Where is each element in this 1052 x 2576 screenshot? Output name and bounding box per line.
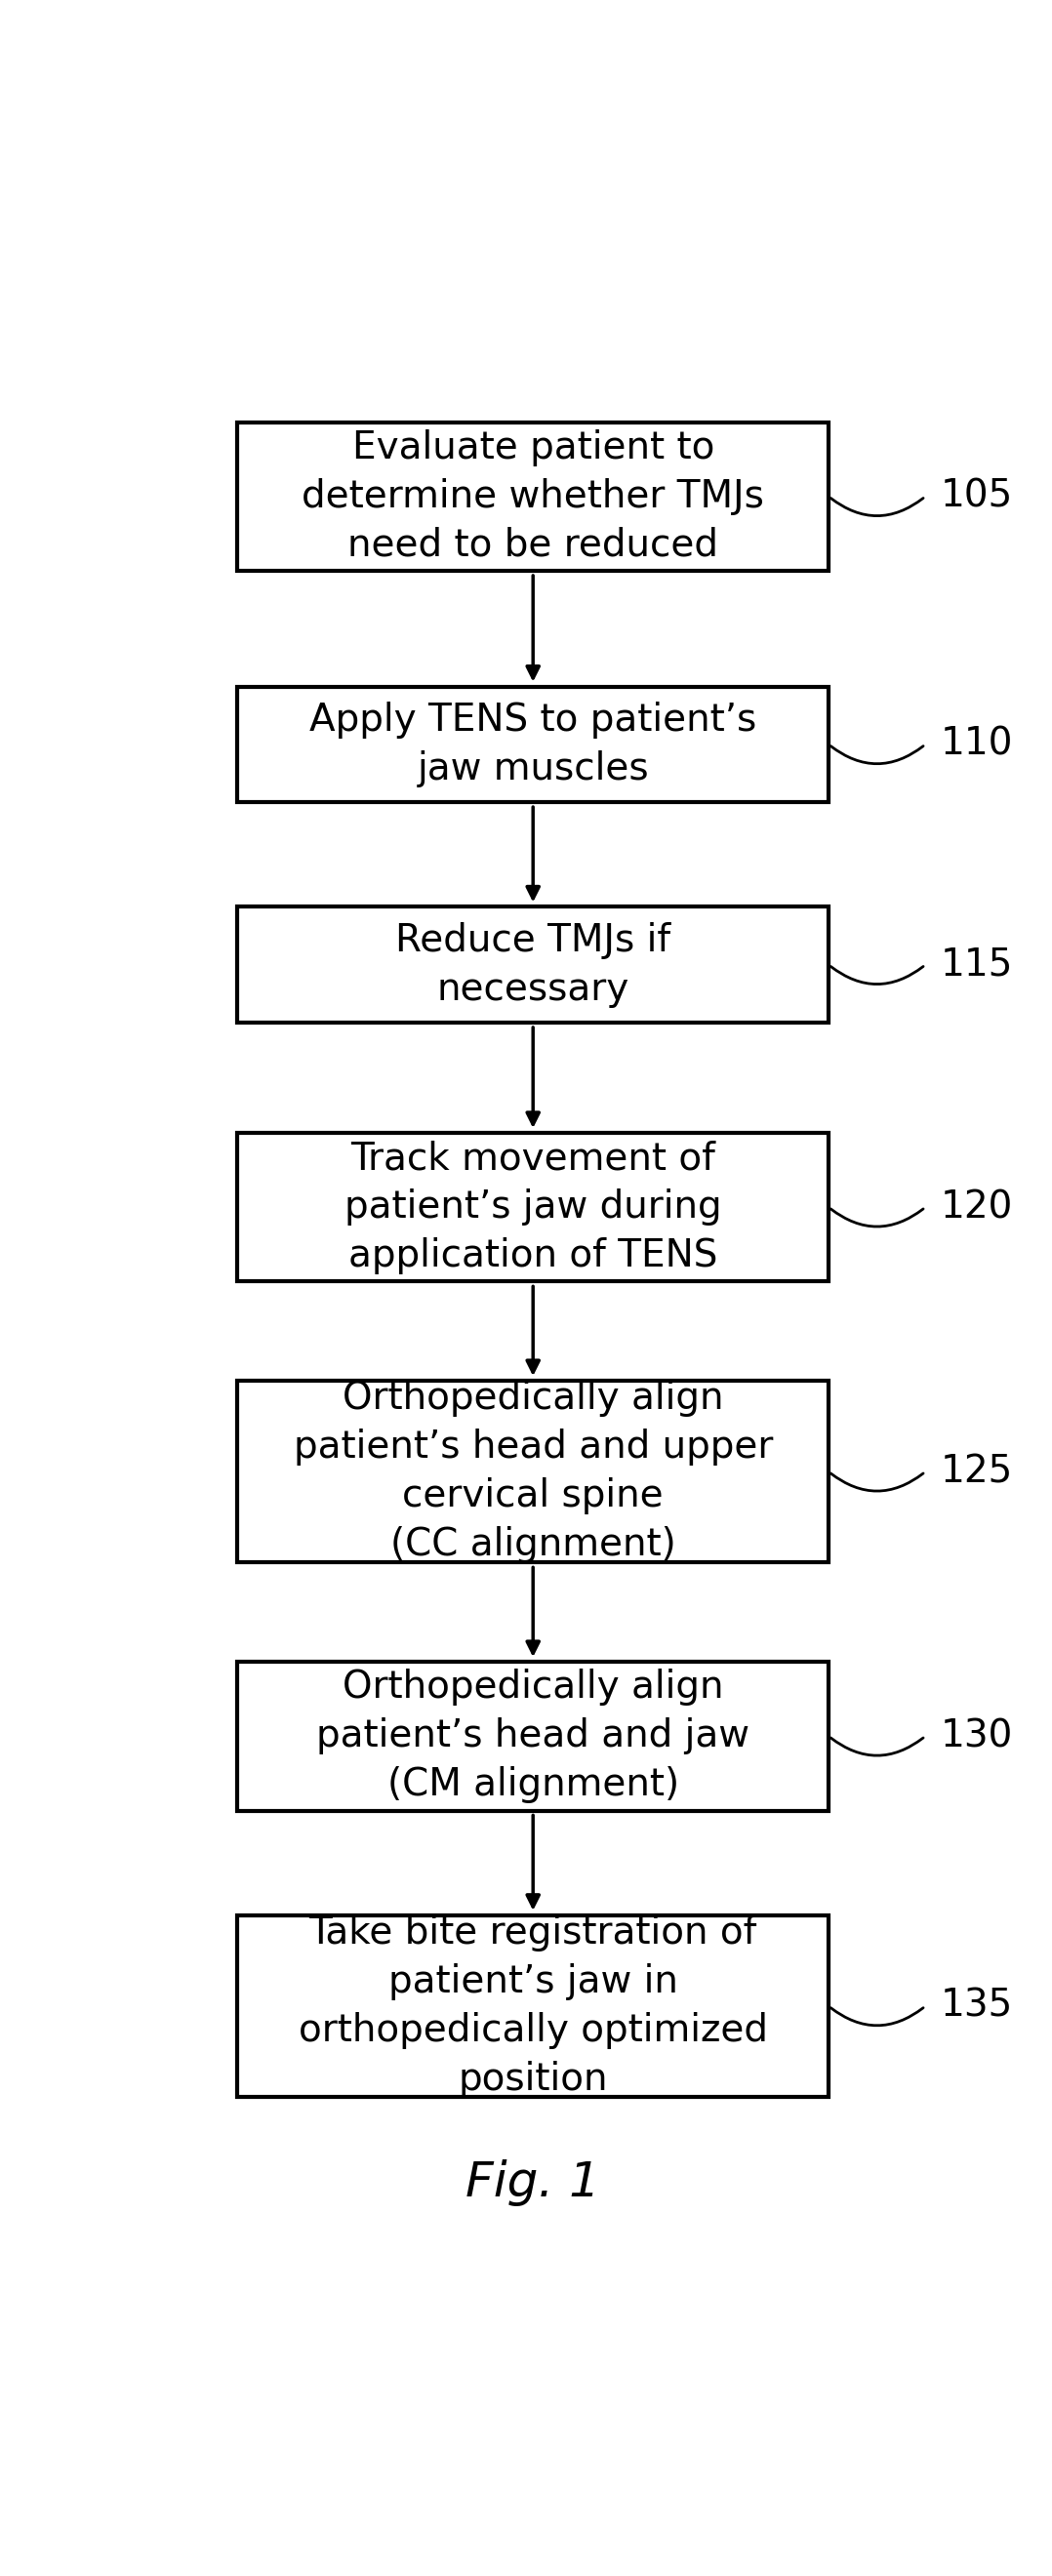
Text: 125: 125 — [940, 1453, 1013, 1492]
Text: Fig. 1: Fig. 1 — [466, 2159, 601, 2205]
Text: Apply TENS to patient’s
jaw muscles: Apply TENS to patient’s jaw muscles — [309, 701, 756, 788]
Text: 130: 130 — [940, 1718, 1013, 1754]
Bar — [238, 422, 829, 572]
Text: Orthopedically align
patient’s head and jaw
(CM alignment): Orthopedically align patient’s head and … — [317, 1669, 750, 1803]
Text: Evaluate patient to
determine whether TMJs
need to be reduced: Evaluate patient to determine whether TM… — [302, 430, 764, 564]
Text: 105: 105 — [940, 479, 1013, 515]
Bar — [238, 1662, 829, 1811]
Text: 135: 135 — [940, 1989, 1013, 2025]
Bar — [238, 1381, 829, 1564]
Text: 120: 120 — [940, 1188, 1013, 1226]
Text: 115: 115 — [940, 945, 1013, 984]
Text: Take bite registration of
patient’s jaw in
orthopedically optimized
position: Take bite registration of patient’s jaw … — [299, 1914, 768, 2097]
Bar — [238, 907, 829, 1023]
Text: Reduce TMJs if
necessary: Reduce TMJs if necessary — [396, 922, 671, 1007]
Text: 110: 110 — [940, 726, 1013, 762]
Text: Track movement of
patient’s jaw during
application of TENS: Track movement of patient’s jaw during a… — [344, 1141, 722, 1275]
Bar — [238, 1133, 829, 1283]
Text: Orthopedically align
patient’s head and upper
cervical spine
(CC alignment): Orthopedically align patient’s head and … — [294, 1381, 773, 1564]
Bar — [238, 688, 829, 801]
Bar — [238, 1914, 829, 2097]
